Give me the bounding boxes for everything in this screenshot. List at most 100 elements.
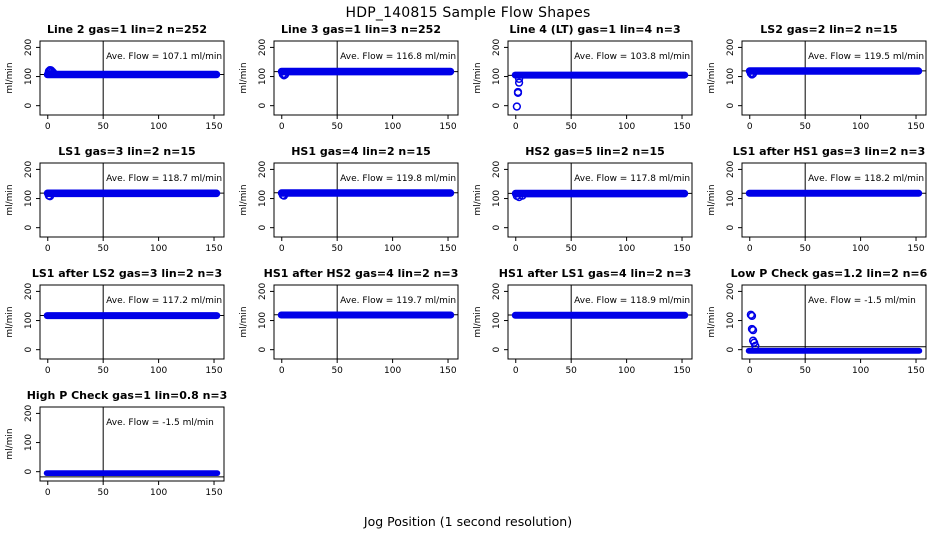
y-tick-label: 100 xyxy=(24,68,34,85)
x-tick-label: 0 xyxy=(45,244,51,254)
panel-8: LS1 after LS2 gas=3 lin=2 n=3 0 50 100 150 0 1… xyxy=(0,266,234,388)
data-point xyxy=(746,310,756,319)
x-tick-label: 150 xyxy=(205,244,222,254)
panel-title: LS1 after LS2 gas=3 lin=2 n=3 xyxy=(31,267,223,280)
x-tick-label: 100 xyxy=(150,122,167,132)
x-tick-label: 50 xyxy=(331,122,343,132)
y-tick-label: 100 xyxy=(492,312,502,329)
panel-title: Low P Check gas=1.2 lin=2 n=6 xyxy=(730,267,928,280)
y-tick-label: 100 xyxy=(492,68,502,85)
x-tick-label: 50 xyxy=(565,244,577,254)
plot-box xyxy=(39,406,225,482)
y-tick-label: 100 xyxy=(258,312,268,329)
x-tick-label: 0 xyxy=(513,244,519,254)
ave-flow-label: Ave. Flow = 118.2 ml/min xyxy=(808,174,924,184)
x-tick-label: 100 xyxy=(150,244,167,254)
data-point xyxy=(748,326,758,335)
y-tick-label: 200 xyxy=(258,283,268,300)
flow-band xyxy=(43,470,221,477)
flow-band xyxy=(511,71,689,79)
y-axis-label: ml/min xyxy=(707,184,717,215)
panel-11: Low P Check gas=1.2 lin=2 n=6 0 50 100 150 0 1… xyxy=(702,266,936,388)
x-tick-label: 0 xyxy=(45,122,51,132)
panel-title: HS1 after HS2 gas=4 lin=2 n=3 xyxy=(263,267,459,280)
x-tick-label: 50 xyxy=(565,366,577,376)
panels-grid: Line 2 gas=1 lin=2 n=252 0 50 100 150 0 100 200… xyxy=(0,22,936,510)
flow-band xyxy=(43,70,221,79)
x-tick-label: 100 xyxy=(150,488,167,498)
y-tick-label: 200 xyxy=(24,283,34,300)
plot-box xyxy=(39,284,225,360)
y-axis-label: ml/min xyxy=(239,62,249,93)
panel-title: Line 4 (LT) gas=1 lin=4 n=3 xyxy=(509,23,681,36)
x-tick-label: 150 xyxy=(907,244,924,254)
y-tick-label: 0 xyxy=(492,103,502,109)
x-tick-label: 0 xyxy=(279,244,285,254)
x-tick-label: 0 xyxy=(747,244,753,254)
ave-flow-label: Ave. Flow = 116.8 ml/min xyxy=(340,52,456,62)
panel-10: HS1 after LS1 gas=4 lin=2 n=3 0 50 100 150 0 1… xyxy=(468,266,702,388)
panel-title: Line 2 gas=1 lin=2 n=252 xyxy=(46,23,207,36)
plot-box xyxy=(741,284,927,360)
x-tick-label: 150 xyxy=(439,122,456,132)
panel-title: HS2 gas=5 lin=2 n=15 xyxy=(525,145,665,158)
plot-box xyxy=(273,162,459,238)
plot-box xyxy=(507,40,693,116)
x-tick-label: 100 xyxy=(852,366,869,376)
data-point xyxy=(748,69,758,78)
y-tick-label: 100 xyxy=(726,190,736,207)
y-tick-label: 0 xyxy=(492,347,502,353)
plot-box xyxy=(39,40,225,116)
panel-title: LS1 after HS1 gas=3 lin=2 n=3 xyxy=(732,145,926,158)
y-tick-label: 100 xyxy=(24,312,34,329)
y-tick-label: 200 xyxy=(258,161,268,178)
x-tick-label: 150 xyxy=(439,244,456,254)
data-point xyxy=(279,191,289,200)
panel-5: HS1 gas=4 lin=2 n=15 0 50 100 150 0 100 200 ml/m… xyxy=(234,144,468,266)
y-tick-label: 0 xyxy=(726,347,736,353)
x-axis-label: Jog Position (1 second resolution) xyxy=(363,514,573,529)
y-tick-label: 0 xyxy=(258,103,268,109)
panel-plot: 0 50 100 150 0 100 200 ml/min Ave. Flow = 103.8 … xyxy=(473,39,693,132)
data-point xyxy=(45,192,55,201)
y-tick-label: 200 xyxy=(24,39,34,56)
data-point xyxy=(280,70,290,79)
panel-plot: 0 50 100 150 0 100 200 ml/min Ave. Flow = 119.8 … xyxy=(239,161,459,254)
panel-title: LS2 gas=2 lin=2 n=15 xyxy=(760,23,898,36)
y-tick-label: 200 xyxy=(24,405,34,422)
ave-flow-label: Ave. Flow = 119.8 ml/min xyxy=(340,174,456,184)
y-tick-label: 100 xyxy=(258,190,268,207)
flow-band xyxy=(511,311,689,319)
y-axis-label: ml/min xyxy=(473,62,483,93)
y-tick-label: 100 xyxy=(726,312,736,329)
y-tick-label: 100 xyxy=(492,190,502,207)
x-tick-label: 100 xyxy=(384,244,401,254)
y-tick-label: 0 xyxy=(258,225,268,231)
panel-title: HS1 gas=4 lin=2 n=15 xyxy=(291,145,431,158)
x-tick-label: 100 xyxy=(852,122,869,132)
plot-box xyxy=(507,284,693,360)
panel-title: High P Check gas=1 lin=0.8 n=3 xyxy=(26,389,228,402)
y-axis-label: ml/min xyxy=(473,184,483,215)
flow-band xyxy=(745,347,923,354)
y-tick-label: 0 xyxy=(258,347,268,353)
x-tick-label: 100 xyxy=(384,122,401,132)
x-tick-label: 0 xyxy=(747,366,753,376)
flow-band xyxy=(511,189,689,198)
flow-band xyxy=(43,312,221,320)
x-tick-label: 50 xyxy=(799,366,811,376)
figure-title: HDP_140815 Sample Flow Shapes xyxy=(345,5,591,21)
flow-band xyxy=(745,67,923,75)
panel-plot: 0 50 100 150 0 100 200 ml/min Ave. Flow = 118.9 … xyxy=(473,283,693,376)
y-axis-label: ml/min xyxy=(5,306,15,337)
y-tick-label: 0 xyxy=(24,469,34,475)
ave-flow-label: Ave. Flow = 119.7 ml/min xyxy=(340,296,456,306)
x-tick-label: 50 xyxy=(97,122,109,132)
x-tick-label: 150 xyxy=(205,122,222,132)
ave-flow-label: Ave. Flow = 117.2 ml/min xyxy=(106,296,222,306)
y-tick-label: 200 xyxy=(492,39,502,56)
x-tick-label: 50 xyxy=(97,366,109,376)
data-point xyxy=(514,74,524,84)
data-point xyxy=(518,191,527,200)
x-tick-label: 150 xyxy=(907,122,924,132)
